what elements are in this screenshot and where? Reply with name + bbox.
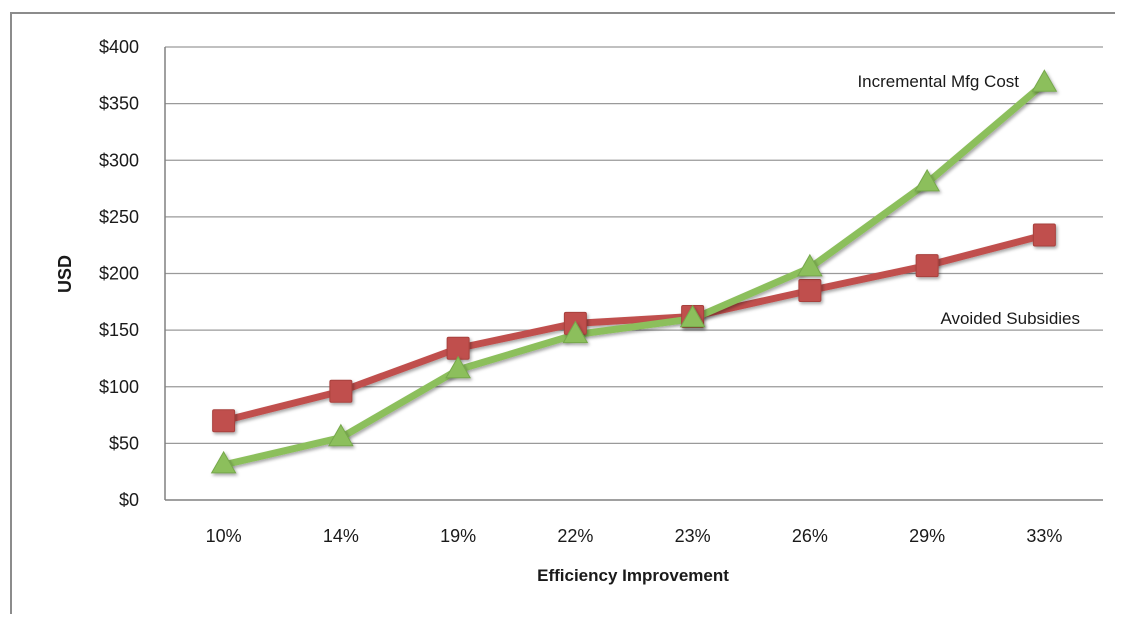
series-layer xyxy=(210,69,1058,474)
y-axis-title: USD xyxy=(55,255,75,293)
data-point-incremental-mfg-cost xyxy=(328,423,354,447)
data-point-incremental-mfg-cost xyxy=(914,168,940,192)
grid-lines xyxy=(164,46,1103,501)
x-tick-label: 26% xyxy=(792,526,828,546)
y-tick-label: $50 xyxy=(109,433,139,453)
data-point-incremental-mfg-cost xyxy=(445,355,471,379)
x-axis-title: Efficiency Improvement xyxy=(537,566,729,585)
x-tick-label: 19% xyxy=(440,526,476,546)
series-line-avoided-subsidies xyxy=(220,231,1048,425)
y-tick-label: $100 xyxy=(99,377,139,397)
data-point-avoided-subsidies xyxy=(212,409,236,433)
x-tick-label: 33% xyxy=(1026,526,1062,546)
annotation-incremental-mfg-cost: Incremental Mfg Cost xyxy=(857,72,1019,91)
y-tick-label: $200 xyxy=(99,264,139,284)
data-point-avoided-subsidies xyxy=(329,379,353,403)
data-point-avoided-subsidies xyxy=(1032,223,1056,247)
y-tick-label: $250 xyxy=(99,207,139,227)
y-tick-labels: $0 $50 $100 $150 $200 $250 $300 $350 $400 xyxy=(99,37,139,510)
x-tick-label: 14% xyxy=(323,526,359,546)
y-tick-label: $150 xyxy=(99,320,139,340)
data-point-incremental-mfg-cost xyxy=(679,304,706,328)
x-tick-label: 29% xyxy=(909,526,945,546)
y-tick-label: $400 xyxy=(99,37,139,57)
x-tick-labels: 10% 14% 19% 22% 23% 26% 29% 33% xyxy=(206,526,1063,546)
data-point-avoided-subsidies xyxy=(915,254,939,278)
y-tick-label: $350 xyxy=(99,94,139,114)
x-tick-label: 23% xyxy=(675,526,711,546)
x-tick-label: 22% xyxy=(557,526,593,546)
chart-frame xyxy=(10,12,1115,614)
data-point-incremental-mfg-cost xyxy=(210,450,237,474)
data-point-incremental-mfg-cost xyxy=(1031,69,1058,92)
data-point-incremental-mfg-cost xyxy=(797,253,823,277)
y-tick-label: $300 xyxy=(99,150,139,170)
data-point-avoided-subsidies xyxy=(798,278,822,302)
data-point-incremental-mfg-cost xyxy=(562,320,589,344)
y-tick-label: $0 xyxy=(119,490,139,510)
series-line-incremental-mfg-cost xyxy=(220,79,1048,469)
x-tick-label: 10% xyxy=(206,526,242,546)
annotation-avoided-subsidies: Avoided Subsidies xyxy=(940,309,1080,328)
